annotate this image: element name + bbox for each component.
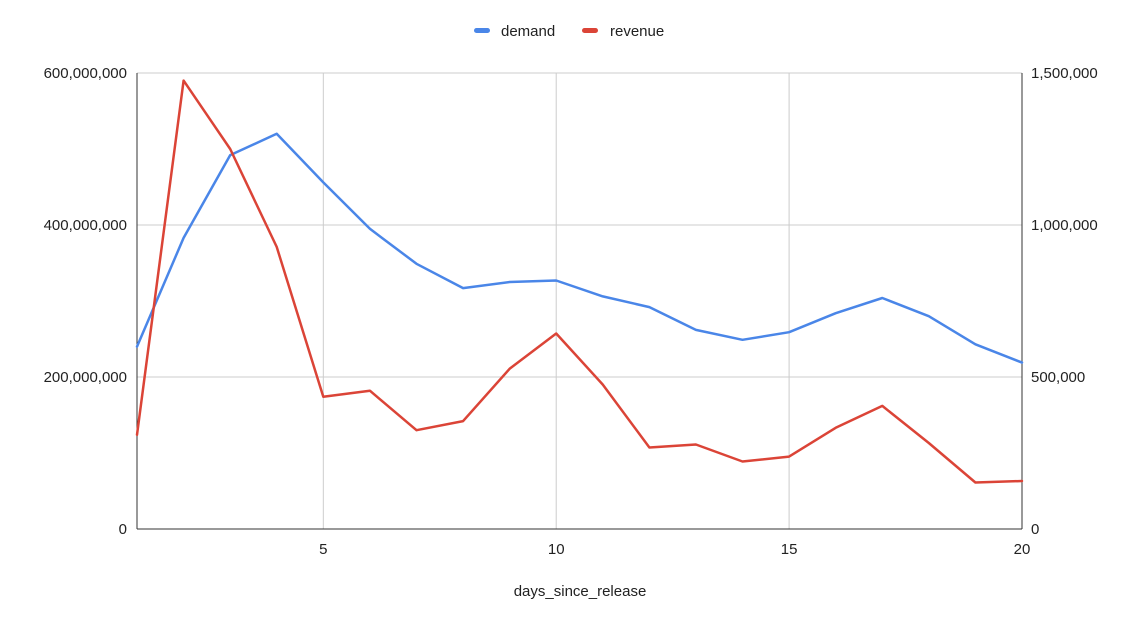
series-line-demand [135,132,1024,364]
y-left-tick-label: 0 [119,521,127,538]
legend-label-demand: demand [501,23,555,40]
x-tick-label: 10 [548,541,565,558]
x-tick-label: 5 [319,541,327,558]
y-right-tick-label: 500,000 [1031,369,1085,386]
series-line-revenue [135,79,1024,484]
x-tick-label: 20 [1014,541,1031,558]
y-left-tick-label: 600,000,000 [44,65,127,82]
legend-swatch-revenue [582,28,598,33]
series-lines [135,79,1024,484]
x-tick-label: 15 [781,541,798,558]
legend-label-revenue: revenue [610,23,664,40]
gridlines [137,72,1022,529]
legend: demand revenue [474,23,664,40]
y-left-tick-label: 200,000,000 [44,369,127,386]
y-right-tick-label: 1,000,000 [1031,217,1098,234]
y-left-tick-label: 400,000,000 [44,217,127,234]
legend-swatch-demand [474,28,490,33]
tick-labels: 0 200,000,000 400,000,000 600,000,000 0 500,0… [44,65,1098,558]
x-axis-title: days_since_release [514,583,647,600]
axes [136,73,1023,530]
y-right-tick-label: 1,500,000 [1031,65,1098,82]
y-right-tick-label: 0 [1031,521,1039,538]
